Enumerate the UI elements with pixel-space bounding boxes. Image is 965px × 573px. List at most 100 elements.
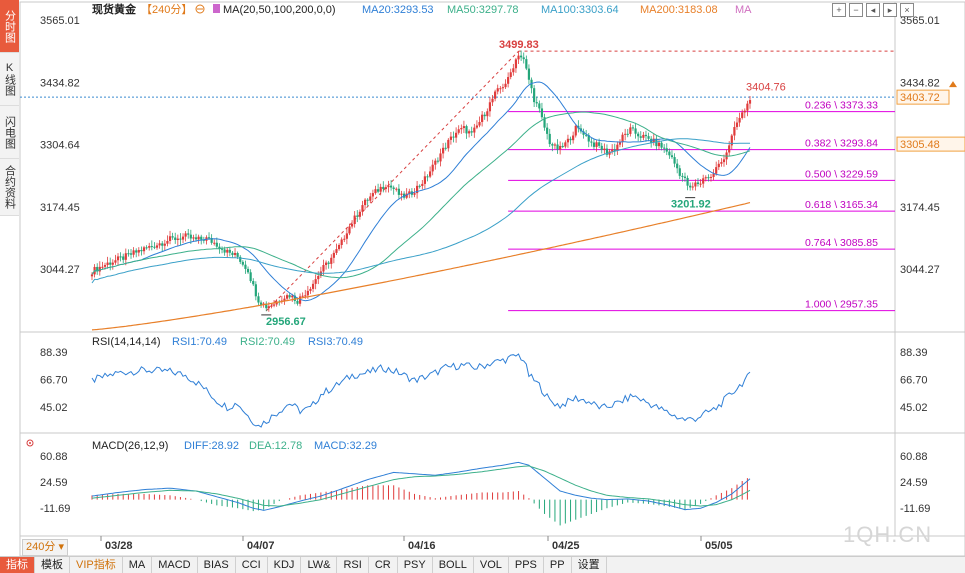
candle-body [631, 127, 635, 129]
candle-body [213, 242, 216, 244]
candle-body [561, 145, 564, 147]
candle-body [426, 176, 429, 178]
price-tick-right: 3434.82 [900, 77, 940, 89]
candle-body [590, 141, 593, 143]
candle-body [189, 234, 192, 239]
next-icon[interactable]: ▸ [883, 3, 897, 17]
legend-name: 现货黄金 [92, 2, 137, 16]
tab-contract-info[interactable]: 合约资料 [0, 159, 19, 216]
candle-body [673, 157, 676, 164]
tab-kline[interactable]: K线图 [0, 53, 19, 106]
candle-body [494, 91, 497, 99]
ma-price-box [896, 136, 965, 152]
candle-body [267, 306, 270, 309]
price-tick-left: 3044.27 [40, 264, 80, 276]
candle-body [244, 264, 247, 269]
candle-body [270, 305, 273, 307]
candle-body [371, 193, 374, 197]
legend-ma-extra: MA [735, 4, 752, 16]
candle-body [722, 159, 726, 163]
candle-body [522, 57, 525, 60]
indicator-tab[interactable]: BIAS [198, 557, 236, 573]
candle-body [434, 160, 437, 165]
macd-tick-right: -11.69 [900, 503, 930, 515]
candle-body [499, 88, 502, 90]
indicator-tab[interactable]: PSY [398, 557, 433, 573]
macd-tick-right: 60.88 [900, 451, 928, 463]
candle-body [233, 253, 237, 255]
candle-body [634, 128, 637, 134]
macd-tick-right: 24.59 [900, 477, 928, 489]
macd-dea-line [91, 465, 751, 507]
indicator-tab[interactable]: CR [369, 557, 398, 573]
indicator-tab[interactable]: BOLL [433, 557, 474, 573]
price-tick-left: 3174.45 [40, 202, 80, 214]
candle-body [431, 164, 434, 172]
chart-canvas[interactable]: 3565.013565.013434.823434.823304.643304.… [0, 0, 965, 556]
candle-body [507, 77, 510, 84]
candle-body [491, 98, 494, 103]
indicator-bar: 指标 模板 VIP指标 MA MACD BIAS CCI KDJ LW& RSI CR PSY BOLL… [0, 556, 965, 573]
candle-body [101, 266, 104, 268]
candle-body [699, 183, 702, 185]
candle-body [335, 249, 338, 253]
candle-body [481, 114, 484, 122]
indicator-tab[interactable]: PPS [509, 557, 544, 573]
indicator-tab[interactable]: MA [123, 557, 153, 573]
prev-icon[interactable]: ◂ [866, 3, 880, 17]
candle-body [353, 215, 356, 225]
candle-body [322, 265, 325, 272]
candle-body [306, 290, 309, 296]
candle-body [613, 149, 616, 151]
candle-body [348, 226, 351, 234]
candle-body [465, 126, 468, 134]
indicator-tab[interactable]: MACD [152, 557, 198, 573]
candle-body [174, 237, 177, 240]
indicator-tab[interactable]: PP [544, 557, 572, 573]
current-price-box [896, 89, 950, 105]
candle-body [358, 211, 361, 217]
indicator-tab[interactable]: 设置 [572, 557, 607, 573]
indicator-tab[interactable]: LW& [301, 557, 338, 573]
candle-body [696, 182, 700, 185]
minus-icon[interactable]: − [849, 3, 863, 17]
candle-body [369, 196, 372, 201]
legend-ma50: MA50:3297.78 [447, 4, 519, 16]
indicator-tab[interactable]: VOL [474, 557, 509, 573]
candle-body [122, 256, 125, 260]
candle-body [384, 187, 387, 189]
tab-flash[interactable]: 闪电图 [0, 106, 19, 159]
plus-icon[interactable]: + [832, 3, 846, 17]
candle-body [252, 281, 255, 285]
period-selector[interactable]: 240分 ▾ [22, 539, 68, 556]
indicator-tab[interactable]: 模板 [35, 557, 70, 573]
candle-body [228, 249, 231, 253]
candle-body [694, 182, 697, 187]
indicator-tab[interactable]: CCI [236, 557, 268, 573]
indicator-tab[interactable]: KDJ [268, 557, 302, 573]
candle-body [702, 178, 705, 184]
date-label: 03/28 [105, 540, 133, 552]
candle-body [135, 250, 138, 253]
candle-body [743, 110, 746, 113]
low-label: 2956.67 [266, 316, 306, 328]
tab-timeshare[interactable]: 分时图 [0, 0, 19, 53]
candle-body [314, 279, 317, 284]
candle-body [171, 236, 174, 238]
candle-body [543, 117, 546, 128]
candle-body [176, 238, 179, 240]
candle-body [116, 256, 120, 261]
candle-body [337, 244, 341, 250]
candle-body [343, 238, 346, 240]
macd-diff-label: DIFF:28.92 [184, 440, 239, 452]
candle-body [509, 72, 512, 78]
swing-low-label: 3201.92 [671, 199, 711, 211]
candle-body [462, 126, 466, 129]
candle-body [678, 168, 681, 176]
close-icon[interactable]: × [900, 3, 914, 17]
indicator-tab[interactable]: VIP指标 [70, 557, 123, 573]
indicator-tab[interactable]: 指标 [0, 557, 35, 573]
candle-body [418, 185, 421, 187]
price-tick-right: 3174.45 [900, 202, 940, 214]
indicator-tab[interactable]: RSI [337, 557, 369, 573]
